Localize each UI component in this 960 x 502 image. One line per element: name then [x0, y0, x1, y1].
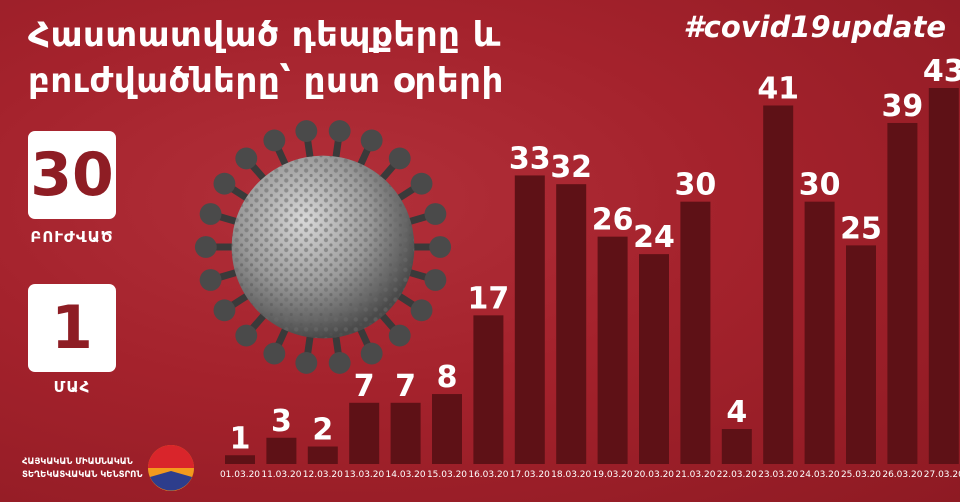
- virus-spike-head: [328, 352, 351, 374]
- x-tick-label: 17.03.20: [510, 470, 550, 480]
- org-name: ՀԱՅԿԱԿԱՆ ՄԻԱՍՆԱԿԱՆ ՏԵՂԵԿԱՏՎԱԿԱՆ ԿԵՆՏՐՈՆ: [22, 456, 142, 482]
- virus-spike-head: [429, 236, 452, 258]
- virus-spike-head: [295, 120, 318, 142]
- bar-value-label: 39: [882, 89, 924, 124]
- virus-spike-head: [410, 299, 433, 322]
- x-tick-label: 14.03.20: [386, 470, 426, 480]
- bar-15.03.20: [432, 394, 462, 464]
- bar-value-label: 3: [271, 404, 292, 439]
- virus-spike-head: [213, 172, 236, 195]
- x-tick-label: 22.03.20: [717, 470, 757, 480]
- x-tick-label: 21.03.20: [675, 470, 715, 480]
- x-tick-label: 11.03.20: [261, 470, 301, 480]
- bar-value-label: 25: [840, 211, 882, 246]
- title-line-1: Հաստատված դեպքերը և: [28, 15, 501, 55]
- virus-spike-head: [263, 129, 286, 152]
- virus-spike-head: [199, 269, 222, 291]
- x-tick-label: 16.03.20: [468, 470, 508, 480]
- hashtag-label: #covid19update: [683, 10, 946, 44]
- virus-spike-head: [263, 342, 286, 365]
- bar-20.03.20: [639, 254, 669, 464]
- org-logo: [148, 445, 194, 491]
- bar-26.03.20: [887, 122, 918, 464]
- bar-13.03.20: [349, 402, 380, 464]
- virus-spike-head: [199, 203, 222, 225]
- x-tick-label: 23.03.20: [758, 470, 798, 480]
- x-tick-label: 26.03.20: [882, 470, 922, 480]
- x-tick-label: 15.03.20: [427, 470, 467, 480]
- x-tick-label: 01.03.20: [220, 470, 260, 480]
- virus-spike-head: [424, 203, 447, 225]
- x-tick-label: 19.03.20: [593, 470, 633, 480]
- bar-value-label: 8: [437, 360, 458, 395]
- bar-16.03.20: [473, 315, 504, 464]
- bar-18.03.20: [556, 184, 587, 465]
- org-name-line-2: ՏԵՂԵԿԱՏՎԱԿԱՆ ԿԵՆՏՐՈՆ: [22, 470, 143, 480]
- virus-spike-head: [235, 324, 258, 347]
- title-line-2: բուժվածները՝ ըստ օրերի: [28, 61, 504, 101]
- bar-value-label: 17: [468, 281, 510, 316]
- virus-spike-head: [360, 342, 383, 365]
- virus-spike-head: [295, 352, 318, 374]
- bar-21.03.20: [680, 201, 711, 464]
- virus-spike-head: [194, 236, 217, 258]
- bar-11.03.20: [266, 437, 297, 464]
- virus-spike-head: [360, 129, 383, 152]
- x-tick-label: 25.03.20: [841, 470, 881, 480]
- virus-spike-head: [213, 299, 236, 322]
- bar-value-label: 24: [633, 220, 675, 255]
- bar-19.03.20: [597, 236, 628, 464]
- bar-value-label: 7: [395, 369, 416, 404]
- x-tick-label: 20.03.20: [634, 470, 674, 480]
- bar-value-label: 4: [726, 395, 747, 430]
- virus-spike-head: [388, 147, 411, 170]
- bar-14.03.20: [390, 402, 421, 464]
- bar-12.03.20: [307, 446, 338, 464]
- x-tick-label: 24.03.20: [800, 470, 840, 480]
- bar-17.03.20: [514, 175, 545, 464]
- bar-value-label: 43: [923, 54, 960, 89]
- x-tick-label: 13.03.20: [344, 470, 384, 480]
- bar-25.03.20: [846, 245, 876, 464]
- bar-value-label: 26: [592, 203, 634, 238]
- page-title: Հաստատված դեպքերը և բուժվածները՝ ըստ օրե…: [28, 12, 504, 104]
- bar-22.03.20: [721, 429, 752, 464]
- org-name-line-1: ՀԱՅԿԱԿԱՆ ՄԻԱՍՆԱԿԱՆ: [22, 457, 133, 467]
- virus-spike-head: [388, 324, 411, 347]
- bar-value-label: 41: [757, 71, 799, 106]
- bar-value-label: 33: [509, 141, 551, 176]
- x-tick-label: 18.03.20: [551, 470, 591, 480]
- bar-01.03.20: [225, 455, 255, 464]
- x-tick-label: 27.03.20: [924, 470, 960, 480]
- virus-spike-head: [328, 120, 351, 142]
- bar-value-label: 2: [312, 413, 333, 448]
- bar-value-label: 30: [675, 168, 717, 203]
- bar-value-label: 1: [230, 421, 251, 456]
- virus-spike-head: [424, 269, 447, 291]
- bar-value-label: 32: [550, 150, 592, 185]
- virus-spike-head: [235, 147, 258, 170]
- coronavirus-illustration: [194, 120, 452, 374]
- bar-24.03.20: [804, 201, 835, 464]
- x-tick-label: 12.03.20: [303, 470, 343, 480]
- virus-spike-head: [410, 172, 433, 195]
- bar-value-label: 30: [799, 168, 841, 203]
- bar-27.03.20: [928, 88, 959, 464]
- deaths-label: ՄԱՀ: [53, 378, 91, 396]
- bar-value-label: 7: [354, 369, 375, 404]
- recovered-count-box: 30: [28, 131, 116, 219]
- deaths-count-box: 1: [28, 284, 116, 372]
- bar-23.03.20: [763, 105, 794, 464]
- recovered-label: ԲՈՒԺՎԱԾ: [30, 228, 114, 246]
